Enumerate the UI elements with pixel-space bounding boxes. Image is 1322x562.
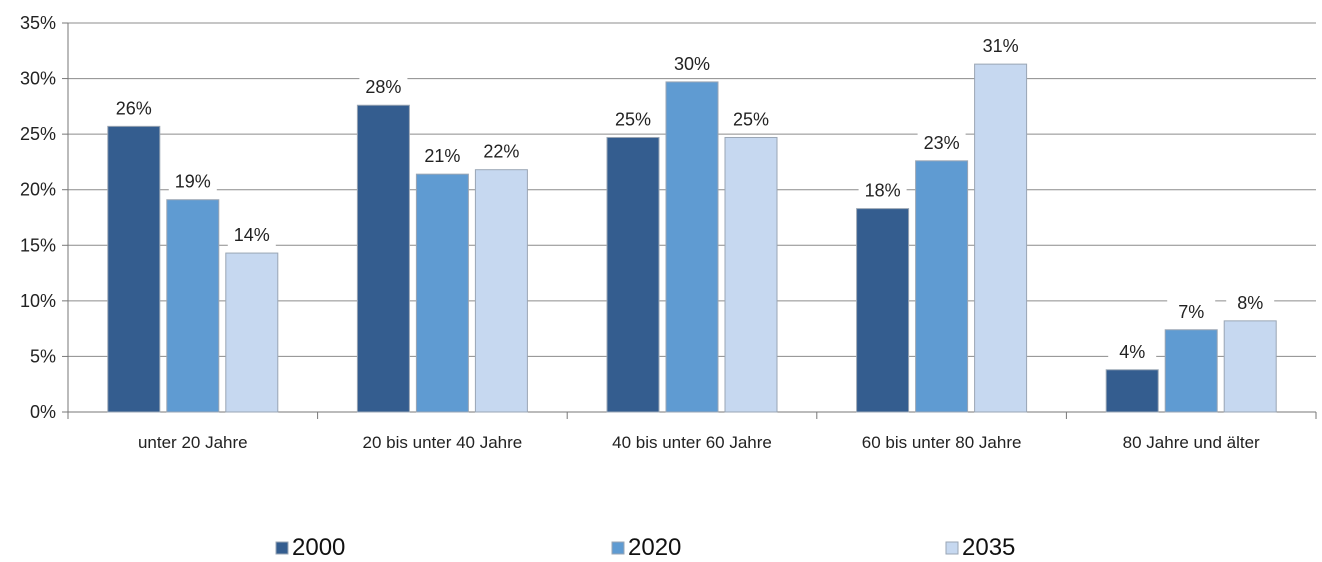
bar xyxy=(107,125,161,413)
x-category-label: 80 Jahre und älter xyxy=(1123,433,1260,452)
data-label: 25% xyxy=(733,109,769,129)
y-tick-label: 15% xyxy=(20,235,56,255)
y-tick-label: 5% xyxy=(30,346,56,366)
data-label-background xyxy=(359,75,408,100)
bar xyxy=(415,173,469,413)
data-label: 25% xyxy=(615,109,651,129)
data-label-background xyxy=(227,223,276,248)
bar xyxy=(915,160,969,413)
bar xyxy=(724,136,778,413)
data-label: 8% xyxy=(1237,293,1263,313)
data-label: 18% xyxy=(865,181,901,201)
x-category-label: unter 20 Jahre xyxy=(138,433,248,452)
y-tick-label: 30% xyxy=(20,69,56,89)
bar xyxy=(1164,329,1218,413)
data-label: 19% xyxy=(175,172,211,192)
data-label-background xyxy=(1226,290,1275,315)
data-label: 21% xyxy=(424,146,460,166)
data-label-background xyxy=(668,51,716,76)
x-category-label: 60 bis unter 80 Jahre xyxy=(862,433,1022,452)
data-labels: 26% 19% 14% 28% 21% 22% 25% 30% 25% 18% 23% 31% 4% 7%… xyxy=(109,34,1275,364)
data-label: 7% xyxy=(1178,302,1204,322)
y-tick-label: 25% xyxy=(20,124,56,144)
bar xyxy=(606,136,660,413)
data-label-background xyxy=(168,169,217,194)
bar xyxy=(1105,369,1159,413)
data-label-background xyxy=(477,139,526,164)
y-tick-label: 35% xyxy=(20,13,56,33)
y-tick-label: 10% xyxy=(20,291,56,311)
legend-label: 2035 xyxy=(962,534,1015,561)
data-label-background xyxy=(609,107,657,132)
data-label-background xyxy=(858,178,907,203)
legend-swatch xyxy=(611,541,625,555)
bar xyxy=(856,208,910,413)
y-tick-label: 0% xyxy=(30,402,56,422)
bars xyxy=(107,63,1277,413)
data-label: 14% xyxy=(234,225,270,245)
x-category-label: 20 bis unter 40 Jahre xyxy=(363,433,523,452)
bar xyxy=(166,199,220,413)
legend: 2000 2020 2035 xyxy=(275,534,1015,561)
data-label: 22% xyxy=(483,142,519,162)
data-label-background xyxy=(1167,299,1216,324)
data-label: 26% xyxy=(116,98,152,118)
data-label: 4% xyxy=(1119,342,1145,362)
bar xyxy=(356,104,410,413)
legend-label: 2020 xyxy=(628,534,681,561)
bar xyxy=(974,63,1028,413)
data-label-background xyxy=(917,130,966,155)
x-category-label: 40 bis unter 60 Jahre xyxy=(612,433,772,452)
data-label-background xyxy=(109,96,158,121)
bar xyxy=(474,169,528,413)
legend-label: 2000 xyxy=(292,534,345,561)
data-label: 30% xyxy=(674,54,710,74)
bar xyxy=(1223,320,1277,413)
legend-swatch xyxy=(275,541,289,555)
bar xyxy=(225,252,279,413)
data-label-background xyxy=(418,144,467,169)
data-label: 31% xyxy=(983,36,1019,56)
data-label: 23% xyxy=(924,133,960,153)
y-tick-label: 20% xyxy=(20,180,56,200)
legend-swatch xyxy=(945,541,959,555)
data-label-background xyxy=(727,107,775,132)
bar xyxy=(665,81,719,413)
data-label-background xyxy=(976,34,1025,59)
data-label: 28% xyxy=(365,77,401,97)
data-label-background xyxy=(1108,339,1157,364)
